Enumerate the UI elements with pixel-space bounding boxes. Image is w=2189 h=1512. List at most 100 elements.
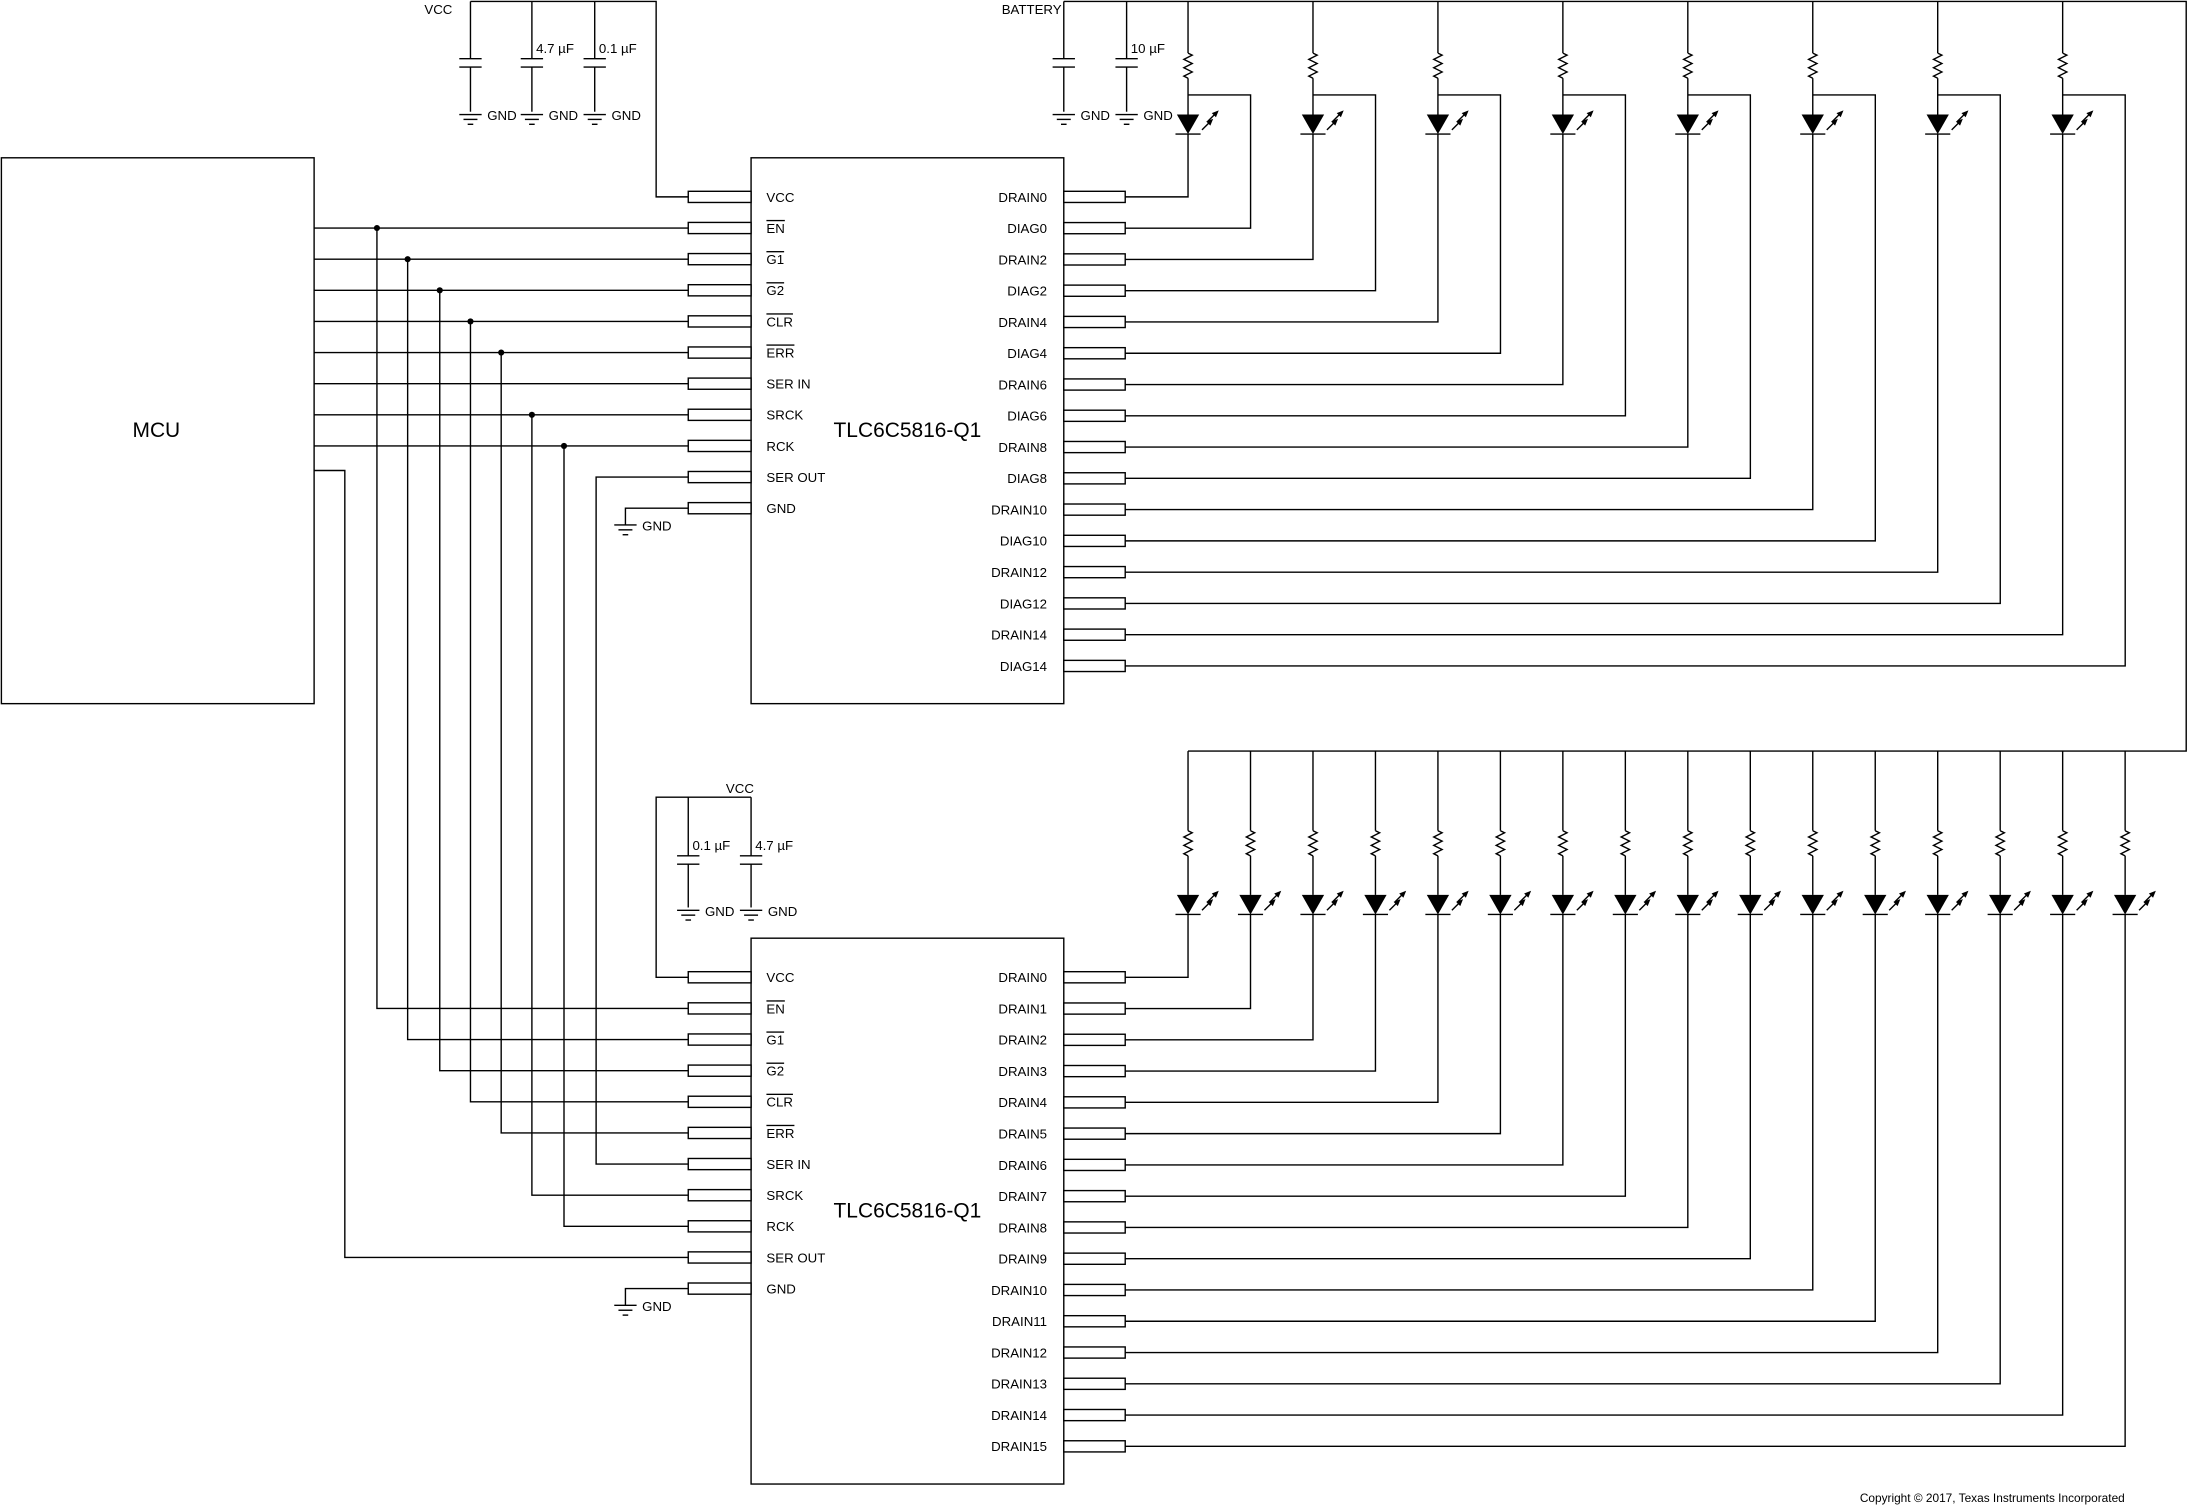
pin-stub <box>687 970 752 984</box>
resistor <box>1931 52 1944 79</box>
pin-label: G2 <box>766 283 784 298</box>
signal-wire <box>500 352 689 1134</box>
pin-label: DIAG2 <box>1007 284 1047 299</box>
resistor <box>1619 830 1632 857</box>
pin-label: ERR <box>766 345 794 360</box>
pin-label: RCK <box>766 1219 794 1234</box>
led <box>1862 890 1906 916</box>
pin-label: ERR <box>766 1126 794 1141</box>
drain-wire <box>1125 914 1751 1260</box>
diag-wire <box>1125 94 2126 667</box>
capacitor <box>459 57 482 68</box>
resistor <box>1557 830 1569 857</box>
pin-stub <box>687 377 752 390</box>
pin-stub <box>1063 1314 1126 1328</box>
pin-stub <box>1063 628 1126 641</box>
capacitor-value: 0.1 µF <box>692 838 730 853</box>
drain-wire <box>1125 134 2064 636</box>
mcu-block <box>0 157 315 705</box>
pin-label: G1 <box>766 252 784 267</box>
resistor <box>1182 830 1194 857</box>
led <box>1550 890 1594 916</box>
pin-stub <box>687 408 752 422</box>
pin-label: SRCK <box>766 408 803 423</box>
pin-stub <box>687 1251 752 1264</box>
pin-label: DRAIN9 <box>998 1252 1047 1267</box>
led <box>1175 890 1219 916</box>
pin-label: VCC <box>766 190 794 205</box>
led <box>1300 890 1344 916</box>
pin-stub <box>1063 1064 1126 1078</box>
led <box>1487 890 1532 916</box>
resistor <box>1307 830 1319 857</box>
pin-stub <box>687 221 752 235</box>
pin-label: DRAIN10 <box>991 1283 1047 1298</box>
pin-label: DRAIN1 <box>998 1001 1047 1016</box>
led <box>1175 110 1219 135</box>
pin-stub <box>1063 534 1126 548</box>
pin-label: DIAG0 <box>1007 221 1047 236</box>
drain-wire <box>1125 914 1814 1291</box>
pin-stub <box>687 470 752 484</box>
resistor <box>2119 830 2131 857</box>
copyright-text: Copyright © 2017, Texas Instruments Inco… <box>1860 1491 2125 1505</box>
pin-label: RCK <box>766 439 794 454</box>
capacitor <box>583 57 606 68</box>
pin-label: G2 <box>766 1064 784 1079</box>
resistor <box>1182 52 1194 79</box>
diag-wire <box>1125 94 2001 605</box>
pin-stub <box>687 1064 752 1077</box>
pin-stub <box>687 1282 752 1295</box>
chip-tlc6c5816-q1 <box>750 937 1065 1485</box>
pin-label: DRAIN4 <box>998 1095 1047 1110</box>
drain-wire <box>1125 914 1689 1229</box>
pin-label: DIAG14 <box>1000 659 1047 674</box>
pin-label: GND <box>766 501 795 516</box>
pin-label: CLR <box>766 1095 793 1110</box>
drain-wire <box>1125 134 1439 323</box>
resistor <box>1432 52 1444 79</box>
gnd-label: GND <box>1081 108 1110 123</box>
resistor <box>1682 830 1694 857</box>
pin-label: DRAIN15 <box>991 1439 1047 1454</box>
pin-label: DRAIN11 <box>992 1314 1047 1329</box>
gnd-label: GND <box>642 1299 671 1314</box>
led <box>2050 110 2094 135</box>
pin-label: DIAG6 <box>1007 409 1047 424</box>
ground-symbol <box>1052 113 1075 125</box>
ground-symbol <box>583 113 606 125</box>
pin-stub <box>687 283 752 297</box>
ground-symbol <box>614 1304 637 1316</box>
ground-symbol <box>1115 113 1138 125</box>
signal-wire <box>376 228 689 1010</box>
pin-stub <box>1063 1127 1126 1140</box>
drain-wire <box>1125 914 1377 1072</box>
resistor <box>1807 830 1819 857</box>
diag-wire <box>1125 94 1752 480</box>
pin-stub <box>687 501 752 515</box>
led <box>1237 890 1282 916</box>
pin-label: SER OUT <box>766 470 825 485</box>
vcc-wire <box>470 0 689 198</box>
pin-label: DRAIN2 <box>998 252 1047 267</box>
pin-label: VCC <box>766 970 794 985</box>
pin-label: DRAIN0 <box>998 190 1047 205</box>
pin-label: SER OUT <box>766 1250 825 1265</box>
led <box>2112 890 2156 916</box>
ground-symbol <box>614 524 637 536</box>
signal-wire <box>531 414 689 1196</box>
ser-out-return-wire <box>314 469 689 1259</box>
led <box>1675 890 1719 916</box>
pin-label: DRAIN3 <box>998 1064 1047 1079</box>
resistor <box>2056 830 2069 857</box>
led <box>1800 110 1844 135</box>
led <box>1800 890 1844 916</box>
capacitor <box>1115 57 1138 68</box>
drain-wire <box>1125 914 1189 978</box>
pin-label: DRAIN14 <box>991 628 1047 643</box>
pin-label: DRAIN6 <box>998 1158 1047 1173</box>
pin-stub <box>687 190 752 204</box>
drain-wire <box>1125 914 1502 1135</box>
drain-wire <box>1125 914 1439 1104</box>
drain-wire <box>1125 914 1876 1322</box>
